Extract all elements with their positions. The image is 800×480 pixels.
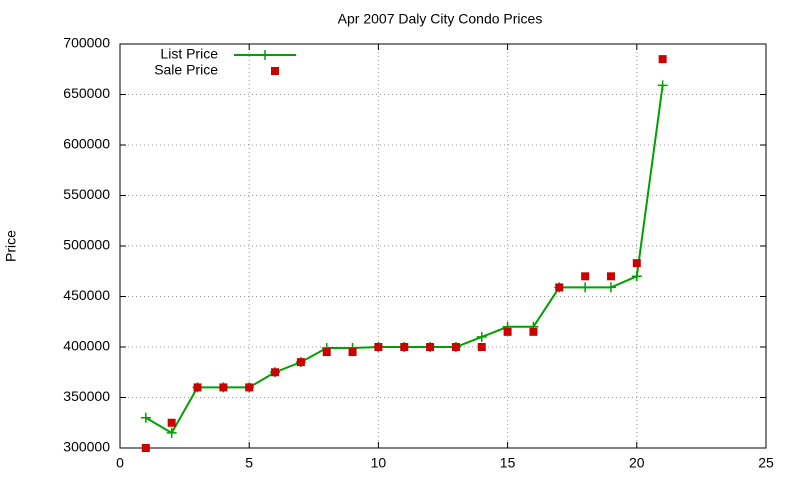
data-point [322,348,331,357]
y-tick-label: 700000 [63,35,110,51]
data-point [503,327,512,336]
data-point [580,282,591,293]
data-point [451,343,460,351]
legend-label: Sale Price [154,62,218,78]
data-point [141,444,150,452]
data-point [167,418,176,427]
data-point [476,331,487,342]
legend-marker [271,67,279,75]
x-tick-label: 0 [116,455,124,471]
data-point [581,272,590,281]
data-point [477,343,486,351]
data-point [166,427,177,438]
legend-label: List Price [160,46,218,62]
data-point [426,343,435,351]
y-axis-label: Price [3,230,19,262]
data-point [219,383,228,392]
data-point [374,343,383,351]
data-point [632,259,641,268]
data-point [555,283,564,292]
data-point [193,383,202,392]
data-point [140,412,151,423]
y-tick-label: 450000 [63,287,110,303]
data-point [271,368,280,377]
y-tick-label: 300000 [63,439,110,455]
y-tick-label: 550000 [63,186,110,202]
data-point [400,343,409,351]
y-tick-label: 600000 [63,136,110,152]
x-tick-label: 15 [500,455,516,471]
data-point [296,358,305,367]
y-tick-label: 350000 [63,388,110,404]
y-tick-label: 650000 [63,85,110,101]
data-point [529,327,538,336]
legend-marker [260,50,270,60]
chart-title: Apr 2007 Daly City Condo Prices [338,11,543,27]
x-tick-label: 25 [758,455,774,471]
data-point [348,348,357,357]
data-point [657,80,668,91]
data-point [606,272,615,281]
data-point [605,282,616,293]
y-tick-label: 400000 [63,338,110,354]
plot-border [119,43,767,449]
x-tick-label: 5 [245,455,253,471]
data-point [245,383,254,392]
x-tick-label: 10 [371,455,387,471]
x-tick-label: 20 [629,455,645,471]
data-point [631,271,642,282]
y-tick-label: 500000 [63,237,110,253]
data-point [658,55,667,64]
